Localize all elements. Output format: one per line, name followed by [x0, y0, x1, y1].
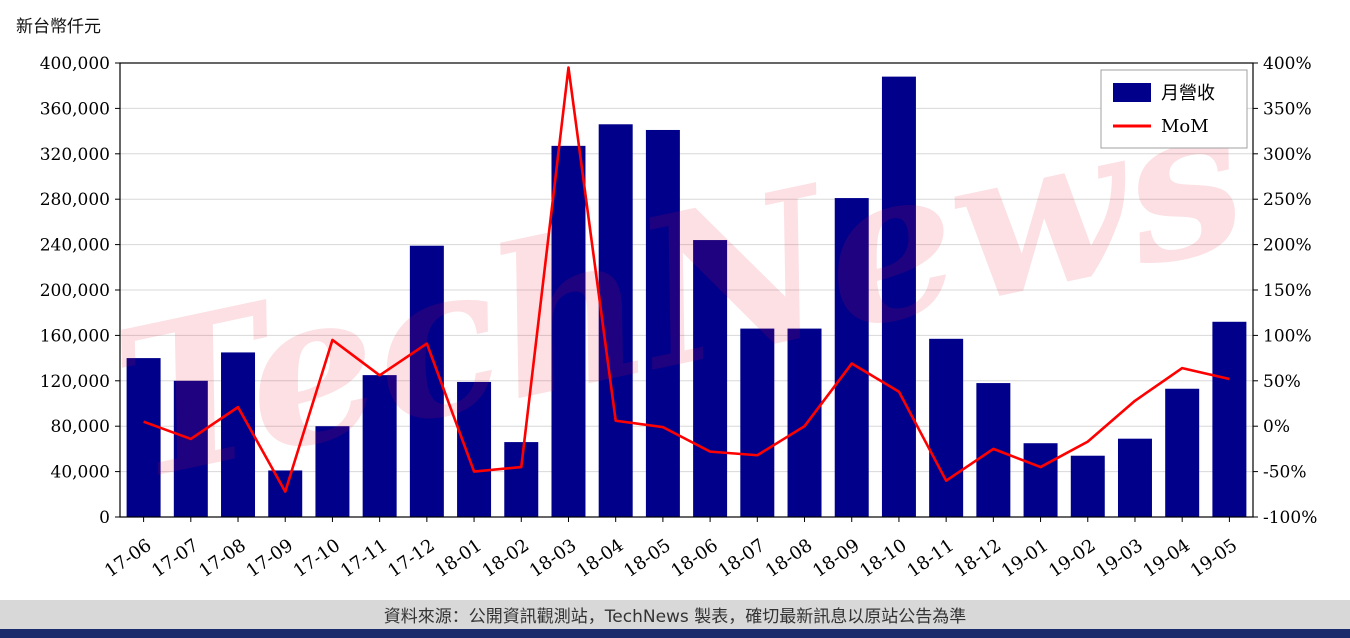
revenue-mom-chart: TechNews040,00080,000120,000160,000200,0…: [40, 54, 1318, 582]
left-axis-tick-label: 320,000: [40, 145, 110, 165]
right-axis-tick-label: 400%: [1263, 54, 1312, 74]
revenue-bar: [1023, 443, 1058, 517]
legend-bar-label: 月營收: [1161, 83, 1215, 104]
left-axis-tick-label: 160,000: [40, 326, 110, 346]
x-axis-tick-label: 17-09: [243, 535, 298, 582]
x-axis-tick-label: 17-11: [337, 535, 392, 582]
x-axis-tick-label: 19-03: [1092, 535, 1147, 582]
left-axis-tick-label: 0: [99, 508, 110, 528]
source-footer: 資料來源：公開資訊觀測站，TechNews 製表，確切最新訊息以原站公告為準: [0, 600, 1350, 629]
left-axis-tick-label: 240,000: [40, 236, 110, 256]
x-axis-tick-label: 18-04: [573, 535, 628, 582]
revenue-bar: [929, 338, 964, 517]
x-axis-tick-label: 18-05: [620, 535, 675, 582]
revenue-bar: [693, 240, 728, 517]
revenue-bar: [645, 129, 680, 517]
revenue-bar: [1212, 321, 1247, 517]
revenue-bar: [551, 145, 586, 518]
revenue-bar: [787, 328, 822, 517]
right-axis-tick-label: 0%: [1263, 417, 1290, 437]
revenue-bar: [315, 426, 350, 517]
revenue-bar: [409, 245, 444, 518]
right-axis-tick-label: 300%: [1263, 145, 1312, 165]
x-axis-tick-label: 17-08: [195, 535, 250, 582]
revenue-bar: [1117, 438, 1152, 517]
revenue-bar: [126, 358, 161, 517]
revenue-bar: [457, 381, 492, 517]
left-axis-tick-label: 40,000: [51, 463, 110, 483]
x-axis-tick-label: 18-08: [762, 535, 817, 582]
x-axis-tick-label: 18-01: [431, 535, 486, 582]
x-axis-tick-label: 19-01: [998, 535, 1053, 582]
x-axis-tick-label: 18-03: [526, 535, 581, 582]
x-axis-tick-label: 18-12: [951, 535, 1006, 582]
revenue-bar: [362, 375, 397, 517]
revenue-bar: [173, 380, 208, 517]
left-axis-tick-label: 280,000: [40, 190, 110, 210]
left-axis-tick-label: 400,000: [40, 54, 110, 74]
x-axis-tick-label: 17-07: [148, 535, 203, 582]
right-axis-tick-label: 50%: [1263, 372, 1301, 392]
left-axis-tick-label: 200,000: [40, 281, 110, 301]
legend-bar-swatch: [1113, 83, 1151, 102]
right-axis-tick-label: -50%: [1263, 463, 1307, 483]
right-axis-tick-label: 250%: [1263, 190, 1312, 210]
x-axis-tick-label: 19-02: [1045, 535, 1100, 582]
left-axis-tick-label: 360,000: [40, 99, 110, 119]
mom-line: [143, 66, 1230, 493]
revenue-bar: [221, 352, 256, 517]
bottom-strip: [0, 629, 1350, 638]
left-axis-tick-label: 120,000: [40, 372, 110, 392]
x-axis-tick-label: 18-11: [903, 535, 958, 582]
right-axis-tick-label: -100%: [1263, 508, 1317, 528]
axis-unit-label: 新台幣仟元: [16, 17, 101, 37]
x-axis-tick-label: 18-09: [809, 535, 864, 582]
x-axis-tick-label: 18-10: [856, 535, 911, 582]
x-axis-tick-label: 17-10: [290, 535, 345, 582]
right-axis-tick-label: 100%: [1263, 326, 1312, 346]
legend-mom-label: MoM: [1161, 116, 1209, 137]
revenue-bar: [740, 328, 775, 517]
revenue-bar: [598, 124, 633, 517]
left-axis-tick-label: 80,000: [51, 417, 110, 437]
x-axis-tick-label: 18-06: [667, 535, 722, 582]
right-axis-tick-label: 200%: [1263, 236, 1312, 256]
revenue-bar: [268, 470, 303, 517]
x-axis-tick-label: 18-02: [479, 535, 534, 582]
revenue-bar: [1165, 388, 1200, 517]
x-axis-tick-label: 17-06: [101, 535, 156, 582]
right-axis-tick-label: 350%: [1263, 99, 1312, 119]
revenue-bar: [504, 442, 539, 517]
right-axis-tick-label: 150%: [1263, 281, 1312, 301]
x-axis-tick-label: 19-04: [1140, 535, 1195, 582]
x-axis-tick-label: 19-05: [1187, 535, 1242, 582]
revenue-bar: [834, 198, 869, 517]
x-axis-tick-label: 17-12: [384, 535, 439, 582]
revenue-bar: [1070, 455, 1105, 517]
source-text: 資料來源：公開資訊觀測站，TechNews 製表，確切最新訊息以原站公告為準: [383, 607, 967, 627]
x-axis-tick-label: 18-07: [715, 535, 770, 582]
revenue-bar: [881, 76, 916, 518]
